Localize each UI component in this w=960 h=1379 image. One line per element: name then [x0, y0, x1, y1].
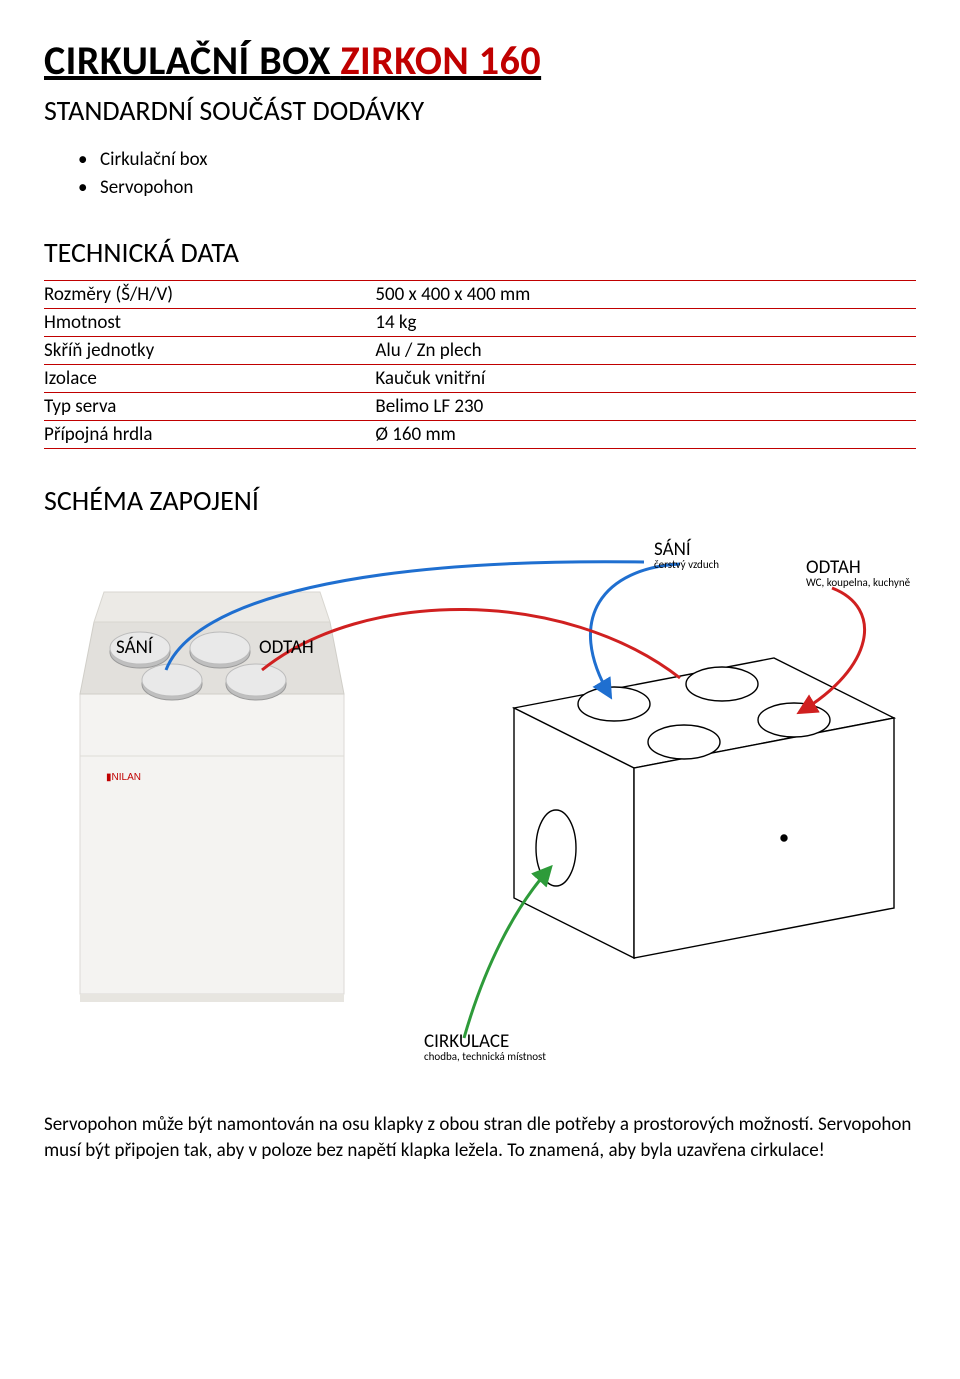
- spec-key: Rozměry (Š/H/V): [44, 281, 375, 309]
- subtitle: STANDARDNÍ SOUČÁST DODÁVKY: [44, 93, 916, 128]
- label-unit-odtah: ODTAH: [259, 638, 314, 657]
- spec-key: Skříň jednotky: [44, 337, 375, 365]
- table-row: Typ servaBelimo LF 230: [44, 393, 916, 421]
- table-row: IzolaceKaučuk vnitřní: [44, 365, 916, 393]
- spec-val: Ø 160 mm: [375, 421, 916, 449]
- delivery-list: Cirkulační box Servopohon: [78, 146, 916, 201]
- unit-brand-text: ▮NILAN: [106, 772, 141, 783]
- circulation-box: [514, 658, 894, 958]
- arrow-sani: [590, 564, 680, 696]
- table-row: Skříň jednotkyAlu / Zn plech: [44, 337, 916, 365]
- table-row: Rozměry (Š/H/V)500 x 400 x 400 mm: [44, 281, 916, 309]
- spec-key: Přípojná hrdla: [44, 421, 375, 449]
- label-cirkulace: CIRKULACE chodba, technická místnost: [424, 1032, 546, 1063]
- tech-data-heading: TECHNICKÁ DATA: [44, 235, 916, 270]
- schema-heading: SCHÉMA ZAPOJENÍ: [44, 483, 916, 518]
- label-odtah: ODTAH WC, koupelna, kuchyně: [806, 558, 910, 589]
- spec-table: Rozměry (Š/H/V)500 x 400 x 400 mm Hmotno…: [44, 280, 916, 449]
- wiring-diagram: ▮NILAN: [44, 528, 924, 1088]
- label-unit-sani: SÁNÍ: [116, 638, 153, 657]
- spec-val: Alu / Zn plech: [375, 337, 916, 365]
- list-item: Cirkulační box: [78, 146, 916, 174]
- spec-val: 14 kg: [375, 309, 916, 337]
- page-title: CIRKULAČNÍ BOX ZIRKON 160: [44, 36, 916, 85]
- spec-val: Belimo LF 230: [375, 393, 916, 421]
- spec-val: Kaučuk vnitřní: [375, 365, 916, 393]
- label-sani: SÁNÍ čerstvý vzduch: [654, 540, 719, 571]
- footnote-text: Servopohon může být namontován na osu kl…: [44, 1112, 916, 1163]
- list-item: Servopohon: [78, 174, 916, 202]
- table-row: Hmotnost14 kg: [44, 309, 916, 337]
- diagram-svg: ▮NILAN: [44, 528, 924, 1088]
- title-part1: CIRKULAČNÍ BOX: [44, 36, 340, 85]
- title-part2: ZIRKON 160: [340, 36, 541, 85]
- spec-key: Hmotnost: [44, 309, 375, 337]
- spec-key: Typ serva: [44, 393, 375, 421]
- spec-val: 500 x 400 x 400 mm: [375, 281, 916, 309]
- table-row: Přípojná hrdlaØ 160 mm: [44, 421, 916, 449]
- spec-key: Izolace: [44, 365, 375, 393]
